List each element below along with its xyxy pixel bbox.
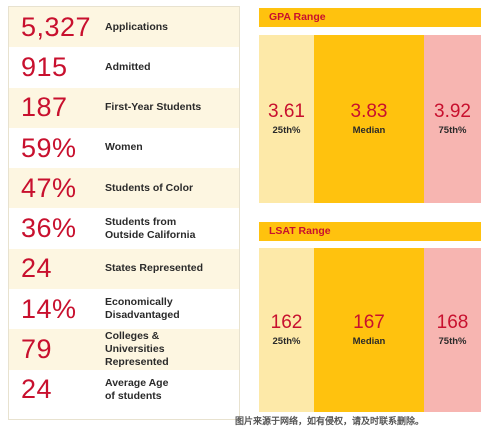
stat-label: Applications	[105, 20, 169, 33]
gpa-25th-label: 25th%	[272, 125, 301, 137]
gpa-25th-value: 3.61	[268, 100, 305, 122]
gpa-median-value: 3.83	[350, 100, 388, 122]
stat-label: Admitted	[105, 60, 151, 73]
stat-label: Students from Outside California	[105, 215, 196, 241]
stat-row-states: 24 States Represented	[9, 248, 239, 290]
lsat-75th-label: 75th%	[438, 336, 467, 348]
gpa-25th-cell: 3.61 25th%	[259, 35, 314, 203]
stat-row-students-of-color: 47% Students of Color	[9, 168, 239, 209]
stat-label: First-Year Students	[105, 101, 202, 114]
gpa-75th-value: 3.92	[434, 100, 471, 122]
stat-value: 36%	[21, 213, 77, 244]
stat-value: 79	[21, 334, 53, 365]
stat-label: States Represented	[105, 262, 204, 275]
stat-label: Economically Disadvantaged	[105, 296, 180, 322]
stat-row-outside-california: 36% Students from Outside California	[9, 208, 239, 248]
stat-row-average-age: 24 Average Age of students	[9, 370, 239, 410]
lsat-median-cell: 167 Median	[314, 248, 424, 412]
lsat-75th-value: 168	[436, 311, 469, 333]
stat-row-applications: 5,327 Applications	[9, 7, 239, 48]
stat-value: 5,327	[21, 11, 92, 42]
stat-row-economically-disadvantaged: 14% Economically Disadvantaged	[9, 289, 239, 329]
stat-value: 187	[21, 92, 68, 123]
lsat-median-value: 167	[353, 311, 385, 333]
stat-value: 24	[21, 374, 53, 405]
stat-value: 14%	[21, 293, 77, 324]
lsat-range-panel: 162 25th% 167 Median 168 75th%	[259, 248, 481, 412]
stat-label: Average Age of students	[105, 376, 169, 402]
watermark-text: 图片来源于网络，如有侵权，请及时联系删除。	[235, 416, 425, 426]
stat-value: 24	[21, 253, 53, 284]
stat-row-colleges: 79 Colleges & Universities Represented	[9, 329, 239, 370]
lsat-75th-cell: 168 75th%	[424, 248, 481, 412]
stat-value: 915	[21, 51, 68, 82]
gpa-median-cell: 3.83 Median	[314, 35, 424, 203]
stat-value: 59%	[21, 132, 77, 163]
stat-label: Women	[105, 141, 143, 154]
stat-row-admitted: 915 Admitted	[9, 47, 239, 87]
stat-label: Students of Color	[105, 181, 194, 194]
gpa-range-panel: 3.61 25th% 3.83 Median 3.92 75th%	[259, 35, 481, 203]
gpa-median-label: Median	[352, 125, 386, 137]
lsat-25th-label: 25th%	[272, 336, 301, 348]
gpa-75th-label: 75th%	[438, 125, 467, 137]
lsat-range-title: LSAT Range	[259, 222, 481, 241]
stats-panel: 5,327 Applications 915 Admitted 187 Firs…	[8, 6, 240, 420]
stat-row-first-year: 187 First-Year Students	[9, 87, 239, 128]
gpa-75th-cell: 3.92 75th%	[424, 35, 481, 203]
lsat-25th-value: 162	[270, 311, 303, 333]
lsat-median-label: Median	[352, 336, 386, 348]
stat-row-women: 59% Women	[9, 128, 239, 168]
gpa-range-title: GPA Range	[259, 8, 481, 27]
stat-value: 47%	[21, 172, 77, 203]
stat-label: Colleges & Universities Represented	[105, 329, 169, 369]
lsat-25th-cell: 162 25th%	[259, 248, 314, 412]
